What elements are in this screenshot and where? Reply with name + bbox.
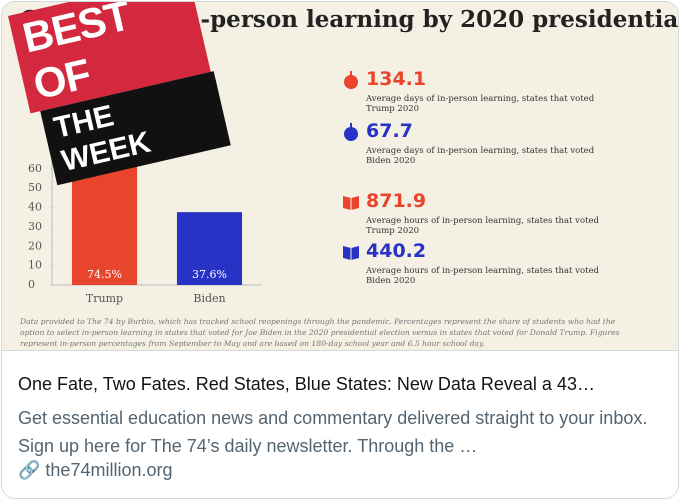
- x-tick-label: Trump: [86, 292, 123, 305]
- domain-text: the74million.org: [45, 460, 173, 480]
- bar: [176, 212, 243, 285]
- stat-value: 134.1: [366, 68, 427, 90]
- y-tick-label: 40: [28, 201, 42, 214]
- book-icon: [343, 246, 359, 260]
- stat-text: Average days of in-person learning, stat…: [366, 94, 595, 114]
- stat-value: 67.7: [366, 120, 413, 142]
- y-tick-label: 10: [28, 259, 42, 272]
- y-tick-label: 30: [28, 220, 42, 233]
- card-description: Get essential education news and comment…: [18, 408, 648, 456]
- y-tick-label: 20: [28, 239, 42, 252]
- card-title[interactable]: One Fate, Two Fates. Red States, Blue St…: [18, 374, 595, 394]
- stat-text: Average hours of in-person learning, sta…: [366, 216, 599, 236]
- y-tick-label: 0: [28, 278, 35, 291]
- x-tick-label: Biden: [193, 292, 225, 305]
- stat-text: Average hours of in-person learning, sta…: [366, 266, 599, 286]
- y-tick-label: 50: [28, 181, 42, 194]
- apple-icon: [344, 71, 358, 89]
- card-domain[interactable]: 🔗 the74million.org: [18, 460, 173, 480]
- stat-value: 871.9: [366, 190, 427, 212]
- stat-text: Average days of in-person learning, stat…: [366, 146, 595, 166]
- footnote: Data provided to The 74 by Burbio, which…: [20, 317, 620, 348]
- stat-value: 440.2: [366, 240, 427, 262]
- y-tick-label: 60: [28, 162, 42, 175]
- value-label: 74.5%: [87, 268, 122, 281]
- apple-icon: [344, 123, 358, 141]
- card-image: Cumulative in-person learning by 2020 pr…: [2, 2, 678, 351]
- book-icon: [343, 196, 359, 210]
- value-label: 37.6%: [192, 268, 227, 281]
